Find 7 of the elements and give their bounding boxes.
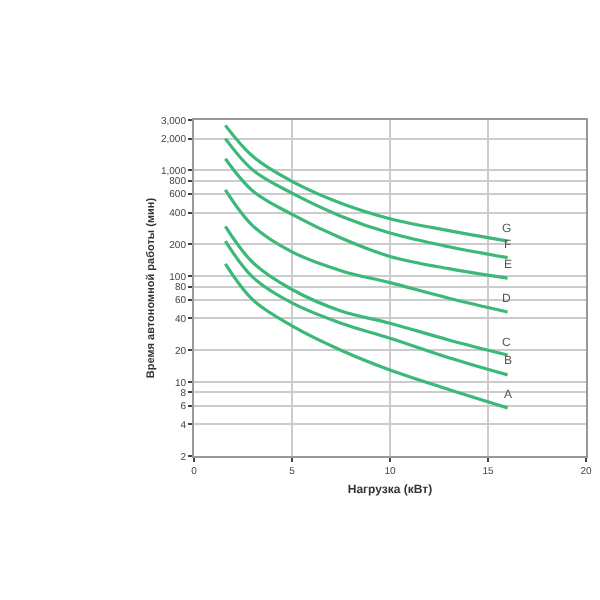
line-series [223, 262, 510, 410]
line-series [223, 239, 510, 377]
line-series [223, 188, 510, 314]
line-series [223, 224, 510, 357]
line-series [223, 137, 510, 260]
line-series [223, 123, 510, 243]
line-series [223, 157, 510, 280]
